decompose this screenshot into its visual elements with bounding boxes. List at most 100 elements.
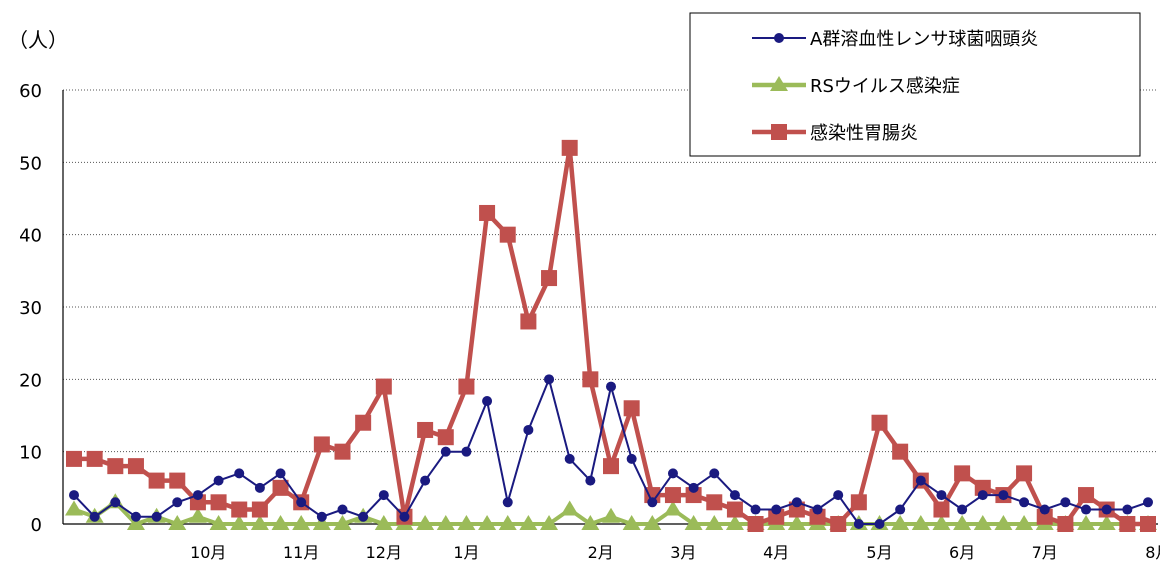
data-point [791,497,802,508]
data-point [1078,487,1095,504]
x-tick-label: 10月 [190,543,226,562]
data-point [582,371,599,388]
x-tick-label: 7月 [1032,543,1058,562]
legend-marker [770,76,788,91]
data-point [787,515,806,530]
data-point [957,504,968,515]
legend-label: RSウイルス感染症 [810,76,960,97]
data-point [874,519,885,529]
legend-marker [774,33,784,43]
data-point [234,468,245,479]
data-point [436,515,455,530]
data-point [148,472,165,489]
data-point [502,497,513,508]
data-point [560,500,579,516]
y-tick-label: 0 [31,515,42,536]
data-point [603,458,619,475]
x-tick-label: 11月 [283,543,319,562]
data-point [667,468,678,479]
data-point [334,443,351,460]
data-point [437,429,454,446]
data-point [337,504,348,515]
data-point [643,515,662,530]
data-point [1016,465,1033,482]
x-tick-label: 12月 [366,543,402,562]
data-point [169,472,186,489]
data-point [953,515,972,530]
data-point [151,511,162,522]
data-point [729,490,740,501]
data-point [66,450,82,467]
data-point [499,226,516,243]
x-tick-label: 6月 [949,543,975,562]
data-point [853,519,864,529]
data-point [954,465,971,482]
data-point [251,501,268,518]
data-point [250,515,269,530]
data-point [192,490,203,501]
data-point [977,490,988,501]
data-point [915,475,926,486]
data-point [664,487,681,504]
data-point [705,515,724,530]
x-tick-label: 8月 [1145,543,1160,562]
data-point [994,515,1013,530]
data-point [871,414,888,431]
data-point [706,494,723,511]
y-tick-label: 50 [19,153,42,174]
data-point [809,508,826,525]
legend-marker [771,124,787,140]
data-point [378,490,389,501]
data-point [585,475,596,486]
data-point [1122,504,1133,515]
data-point [1081,504,1092,515]
data-point [891,515,910,530]
data-point [313,436,330,453]
data-point [130,511,141,522]
data-point [292,515,311,530]
data-point [519,515,538,530]
data-point [86,450,103,467]
data-point [482,396,493,407]
data-point [417,421,434,438]
data-point [275,468,286,479]
data-point [458,378,475,395]
data-point [374,515,393,530]
data-point [1036,508,1053,525]
y-unit-label: （人） [8,28,68,52]
data-point [973,515,992,530]
data-point [107,458,124,475]
data-point [725,515,744,530]
data-point [523,424,534,435]
data-point [564,453,575,464]
data-point [709,468,720,479]
data-point [271,515,290,530]
data-point [231,501,248,518]
data-point [544,374,555,385]
data-point [602,507,620,523]
data-point [461,446,472,457]
data-point [65,500,83,516]
data-point [254,482,265,493]
data-point [172,497,183,508]
data-point [498,515,517,530]
data-point [69,490,79,501]
data-point [726,501,743,518]
y-tick-label: 10 [19,443,42,464]
data-point [110,497,121,508]
data-point [768,508,785,525]
data-point [644,487,661,504]
data-point [355,414,372,431]
data-point [663,500,682,516]
data-point [581,515,600,530]
data-point [833,490,844,501]
data-point [561,139,578,156]
data-point [541,270,558,287]
y-tick-label: 20 [19,370,42,391]
data-point [1060,497,1071,508]
data-point [457,515,476,530]
data-point [210,494,227,511]
data-point [1077,515,1096,530]
data-point [911,515,930,530]
